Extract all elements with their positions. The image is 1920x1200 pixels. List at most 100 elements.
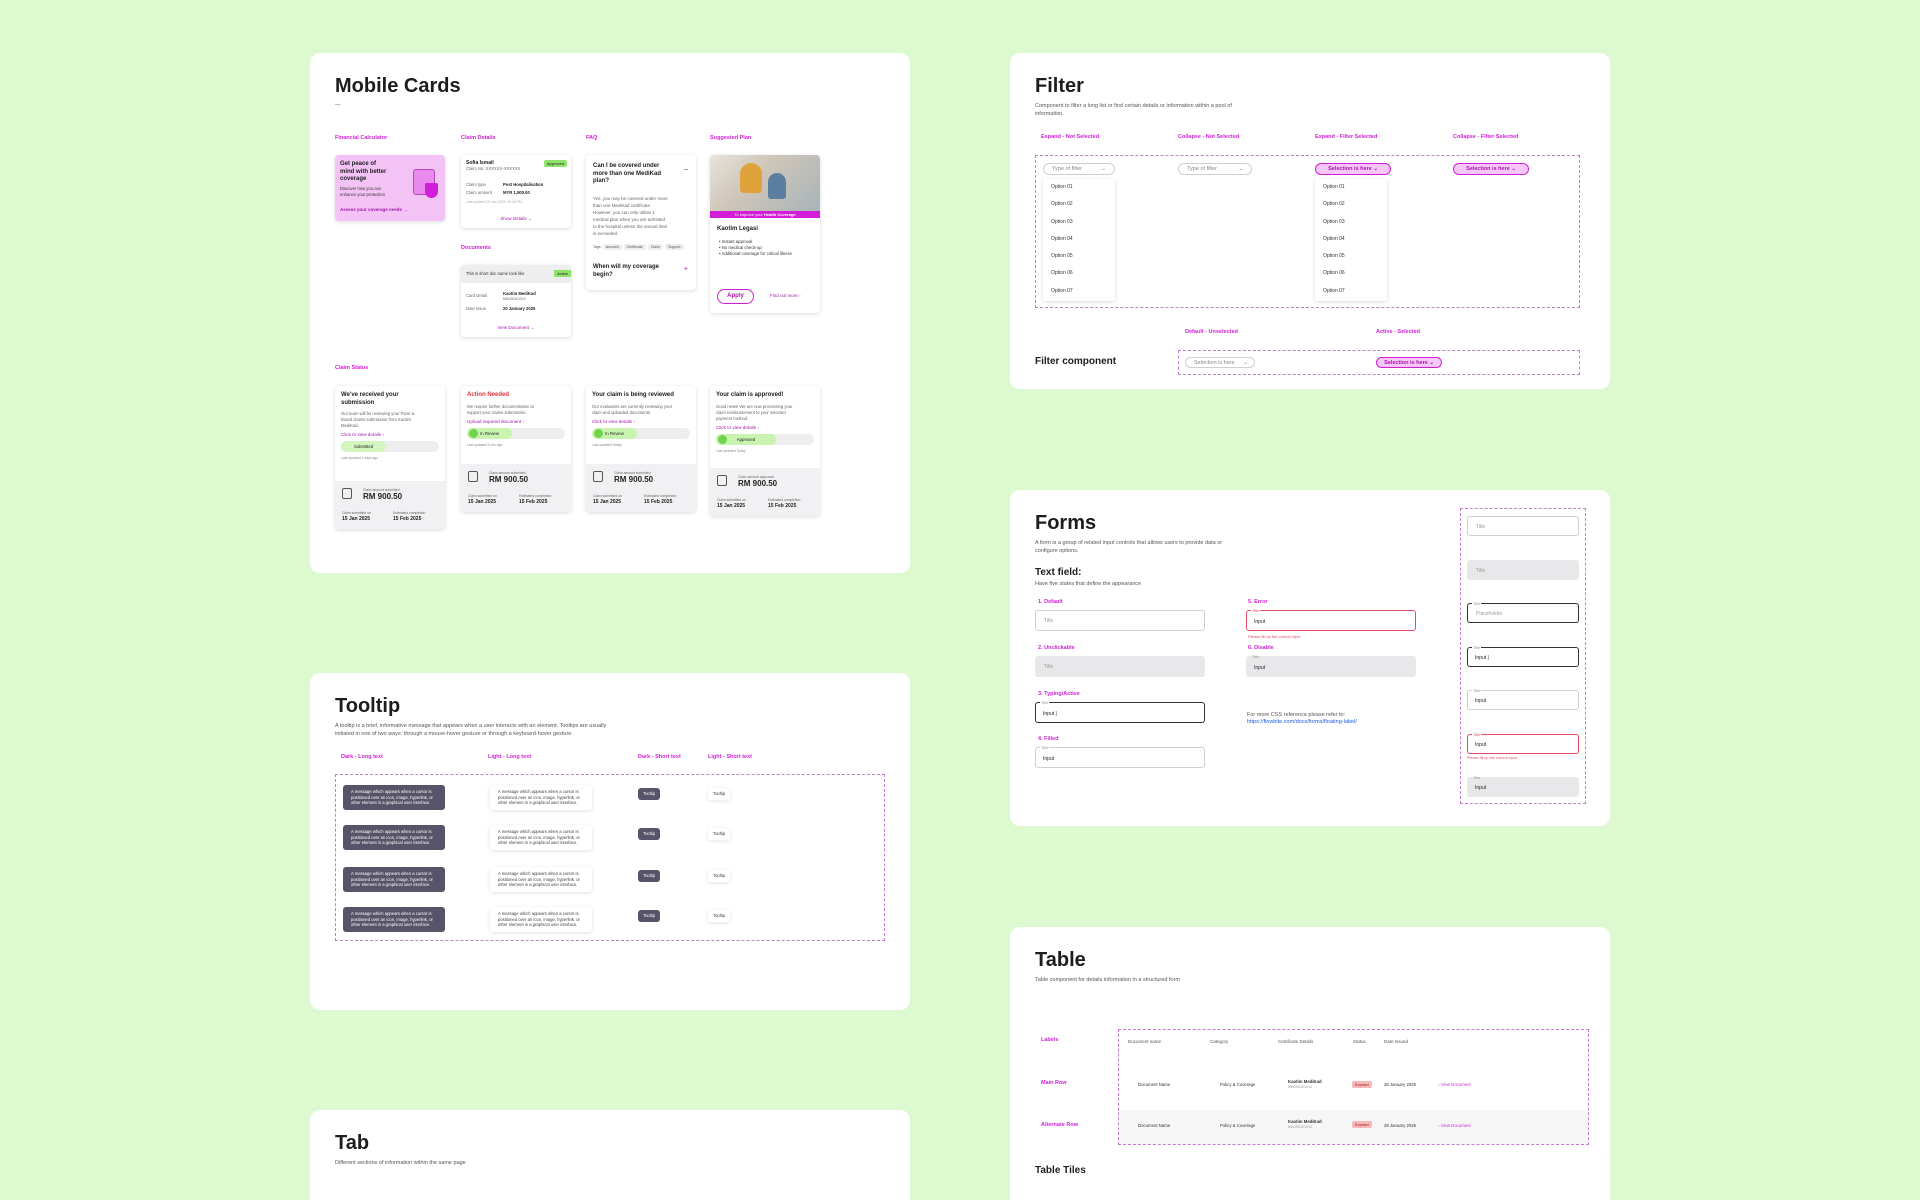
table-tiles-heading: Table Tiles: [1035, 1165, 1086, 1176]
light-long-tooltip: A message which appears when a cursor is…: [490, 785, 592, 810]
header-date-issued[interactable]: Date Issued: [1384, 1039, 1409, 1044]
filter-option[interactable]: Option 04: [1323, 235, 1345, 242]
completion-label: Estimated completion: [768, 498, 801, 502]
chevron-right-icon: ›: [633, 419, 635, 424]
view-document-link[interactable]: ▫ View Document: [1438, 1123, 1471, 1128]
filter-component-default[interactable]: Selection is here ⌄: [1185, 357, 1255, 368]
completion-date: 15 Feb 2025: [519, 499, 548, 505]
tooltip-variants-frame: [335, 774, 885, 941]
default-text-field[interactable]: Title: [1035, 610, 1205, 631]
receipt-icon: [342, 488, 352, 499]
state-error-field[interactable]: Title Input: [1467, 732, 1579, 754]
view-details-link[interactable]: Click to view details ›: [592, 419, 635, 424]
tag-chip[interactable]: Certificate: [623, 244, 646, 250]
assess-coverage-link[interactable]: Assess your coverage needs →: [340, 207, 408, 212]
status-summary: Claim amount submitted RM 900.50 Claim s…: [461, 464, 571, 512]
label-collapse-not-selected: Collapse - Not Selected: [1178, 134, 1240, 140]
state-typing-field[interactable]: Title Input |: [1467, 645, 1579, 667]
tag-chip[interactable]: Claim: [647, 244, 663, 250]
find-out-more-link[interactable]: Find out more ›: [770, 293, 801, 298]
status-badge: Approved: [543, 160, 567, 167]
header-category[interactable]: Category: [1210, 1039, 1229, 1044]
filter-dropdown-collapsed[interactable]: Type of filter ⌄: [1178, 163, 1252, 175]
claim-status-card: Your claim is being reviewed Our evaluat…: [586, 386, 696, 512]
filter-option[interactable]: Option 05: [1323, 253, 1345, 260]
tag-chip[interactable]: Support: [664, 244, 684, 250]
label-unclickable: 2. Unclickable: [1038, 645, 1075, 651]
filter-option[interactable]: Option 04: [1051, 235, 1073, 242]
css-reference-link[interactable]: https://flowbite.com/docs/forms/floating…: [1247, 719, 1357, 725]
chevron-down-icon: ⌄: [527, 216, 532, 221]
view-details-link[interactable]: Click to view details ›: [716, 425, 759, 430]
filter-option[interactable]: Option 07: [1323, 287, 1345, 294]
error-text-field[interactable]: Title Input: [1246, 608, 1416, 631]
status-updated: Last updated 2 days ago: [341, 456, 379, 460]
view-document-link[interactable]: ▫ View Document: [1438, 1082, 1471, 1087]
filter-component-active[interactable]: Selection is here ⌄: [1376, 357, 1442, 368]
cell-date: 28 January 2025: [1384, 1082, 1417, 1087]
filter-selected-collapsed[interactable]: Selection is here ⌄: [1453, 163, 1529, 175]
status-desc: Our team will be reviewing your Form & Bo…: [341, 411, 415, 428]
filter-option[interactable]: Option 07: [1051, 287, 1073, 294]
table-panel: Table Table component for details inform…: [1010, 927, 1610, 1200]
status-title: Action Needed: [467, 392, 510, 398]
label-suggested: Suggested Plan: [710, 135, 752, 141]
claim-type-label: Claim type: [466, 182, 486, 187]
progress-step: In Review: [592, 428, 637, 439]
show-details-link[interactable]: Show Details ⌄: [500, 216, 532, 221]
check-icon: [469, 429, 478, 438]
completion-label: Estimated completion: [393, 511, 426, 515]
view-document-link[interactable]: View Document →: [497, 325, 535, 330]
plus-icon[interactable]: +: [683, 266, 688, 273]
faq-question-1[interactable]: Can I be covered under more than one Medi…: [593, 163, 662, 184]
submitted-label: Claim submitted on: [468, 494, 498, 498]
table-title: Table: [1035, 949, 1086, 971]
filter-option[interactable]: Option 06: [1323, 270, 1345, 277]
light-short-tooltip: Tooltip: [708, 870, 731, 882]
header-certificate-details[interactable]: Certificate Details: [1278, 1039, 1314, 1044]
claim-name: Sofia Ismail: [466, 160, 494, 166]
status-summary: Claim amount approved RM 900.50 Claim su…: [710, 468, 820, 516]
completion-label: Estimated completion: [519, 494, 552, 498]
filter-option[interactable]: Option 03: [1051, 218, 1073, 225]
label-error: 5. Error: [1248, 599, 1268, 605]
cell-document-name: Document Name: [1138, 1123, 1171, 1128]
apply-button[interactable]: Apply: [717, 289, 754, 304]
claim-amount: RM 900.50: [363, 492, 403, 501]
filter-dropdown-expanded[interactable]: Type of filter ⌄: [1043, 163, 1115, 175]
header-status[interactable]: Status: [1353, 1039, 1366, 1044]
label-filled: 4. Filled: [1038, 736, 1059, 742]
state-focus-field[interactable]: Title Placeholder: [1467, 601, 1579, 623]
financial-line3: coverage: [340, 176, 367, 182]
state-default-field[interactable]: Title: [1467, 516, 1579, 536]
light-short-tooltip: Tooltip: [708, 828, 731, 840]
filter-option[interactable]: Option 05: [1051, 253, 1073, 260]
documents-card: This is short doc name look like Active …: [461, 265, 571, 337]
tab-title: Tab: [335, 1132, 370, 1154]
filter-option[interactable]: Option 01: [1051, 184, 1073, 190]
filter-option[interactable]: Option 03: [1323, 218, 1345, 225]
state-filled-field[interactable]: Title Input: [1467, 688, 1579, 710]
claim-status-card: Action Needed We require further documen…: [461, 386, 571, 512]
minus-icon[interactable]: −: [683, 167, 688, 174]
receipt-icon: [593, 471, 603, 482]
filter-selected-expanded[interactable]: Selection is here ⌄: [1315, 163, 1391, 175]
filter-option[interactable]: Option 02: [1323, 201, 1345, 208]
tag-chip[interactable]: Account: [602, 244, 622, 250]
filter-option[interactable]: Option 01: [1323, 184, 1345, 190]
view-details-link[interactable]: Upload required document ›: [467, 419, 524, 424]
light-long-tooltip: A message which appears when a cursor is…: [490, 867, 592, 892]
filter-option[interactable]: Option 06: [1051, 270, 1073, 277]
progress-step: In Review: [467, 428, 512, 439]
header-document-name[interactable]: Document name: [1128, 1039, 1162, 1044]
typing-text-field[interactable]: Title Input |: [1035, 700, 1205, 723]
label-light-long: Light - Long text: [488, 754, 532, 760]
claim-details-card: Sofia Ismail Claim No. XXXXXX-XXXXXX App…: [461, 155, 571, 228]
view-details-link[interactable]: Click to view details ›: [341, 432, 384, 437]
filled-text-field[interactable]: Title Input: [1035, 745, 1205, 768]
filter-option[interactable]: Option 02: [1051, 201, 1073, 208]
form-states-frame: [1460, 508, 1586, 804]
disabled-text-field: Title Input: [1246, 654, 1416, 677]
financial-calculator-card[interactable]: Get peace of mind with better coverage D…: [335, 155, 445, 221]
faq-question-2[interactable]: When will my coverage begin?: [593, 264, 660, 278]
